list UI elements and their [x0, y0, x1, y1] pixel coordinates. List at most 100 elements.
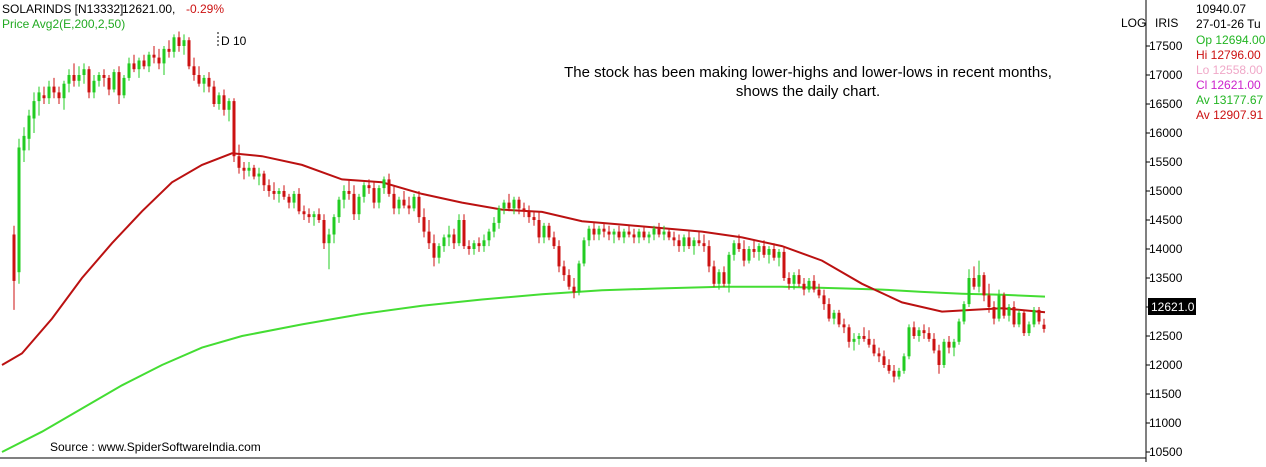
info-line: Lo 12558.00: [1196, 63, 1263, 77]
candle: [582, 237, 586, 267]
candle: [192, 57, 196, 81]
candle-body: [492, 222, 496, 232]
candle: [42, 86, 46, 104]
candle: [702, 234, 706, 252]
candle-body: [17, 147, 21, 273]
info-line: Av 13177.67: [1196, 93, 1263, 107]
candle-body: [502, 202, 506, 209]
candle-body: [637, 231, 641, 238]
candle: [877, 347, 881, 363]
candle: [722, 266, 726, 287]
candle: [252, 164, 256, 180]
candle-body: [807, 280, 811, 290]
candle: [612, 228, 616, 244]
candle-body: [37, 92, 41, 102]
candle: [972, 266, 976, 290]
candle-body: [307, 214, 311, 218]
candle-body: [622, 231, 626, 238]
candle: [257, 167, 261, 186]
candle: [467, 240, 471, 255]
candle: [882, 350, 886, 368]
candle-body: [907, 327, 911, 357]
candle-body: [172, 37, 176, 52]
candle: [597, 225, 601, 241]
candle-body: [447, 234, 451, 238]
candle-body: [992, 307, 996, 319]
candle-body: [677, 240, 681, 247]
candle-body: [612, 231, 616, 235]
candle: [442, 234, 446, 252]
candle: [707, 240, 711, 273]
candle-body: [782, 251, 786, 278]
candle-body: [1037, 309, 1041, 322]
candle: [422, 208, 426, 238]
candle: [962, 301, 966, 325]
y-tick-label: 14000: [1149, 242, 1183, 256]
candle: [557, 240, 561, 273]
candle-body: [332, 217, 336, 235]
candle-body: [707, 246, 711, 267]
candle: [787, 272, 791, 290]
candle: [432, 234, 436, 267]
y-tick-label: 17500: [1149, 39, 1183, 53]
candle: [567, 269, 571, 290]
candle-body: [427, 231, 431, 244]
candle: [452, 228, 456, 249]
candle-body: [752, 249, 756, 252]
candle-body: [402, 199, 406, 206]
candle: [747, 246, 751, 264]
y-tick-label: 13500: [1149, 271, 1183, 285]
candle-body: [667, 231, 671, 238]
candle-body: [377, 188, 381, 203]
candle: [632, 228, 636, 244]
candle: [12, 225, 16, 310]
candle-body: [1022, 312, 1026, 334]
symbol-label: SOLARINDS [N13332]: [2, 2, 123, 16]
candle: [232, 98, 236, 162]
candle-body: [72, 75, 76, 81]
candle: [327, 228, 331, 270]
candle-body: [77, 75, 81, 81]
candle-body: [877, 353, 881, 357]
candle: [887, 359, 891, 374]
y-tick-label: 12500: [1149, 329, 1183, 343]
candle: [822, 289, 826, 310]
candle-body: [47, 86, 51, 99]
annotation-line-2: shows the daily chart.: [736, 83, 880, 100]
candle-body: [1017, 312, 1021, 325]
candle-body: [392, 193, 396, 209]
info-date: 27-01-26 Tu: [1196, 17, 1261, 31]
candle: [37, 86, 41, 116]
candle: [67, 69, 71, 93]
y-tick-label: 14500: [1149, 213, 1183, 227]
candle-body: [887, 365, 891, 371]
candle-body: [567, 275, 571, 287]
y-tick-label: 17000: [1149, 68, 1183, 82]
candle-body: [192, 66, 196, 75]
candle: [197, 66, 201, 87]
candle: [142, 54, 146, 70]
candle: [207, 72, 211, 93]
candle: [857, 333, 861, 345]
candle-body: [882, 356, 886, 365]
candle-body: [457, 220, 461, 244]
candle-body: [257, 173, 261, 177]
candle: [397, 196, 401, 215]
candle: [332, 214, 336, 244]
candle: [342, 185, 346, 209]
candle: [542, 222, 546, 244]
candle-body: [202, 77, 206, 84]
candle: [637, 228, 641, 244]
candle: [237, 144, 241, 174]
candle: [537, 211, 541, 244]
candle-body: [512, 199, 516, 209]
log-button[interactable]: LOG: [1121, 16, 1146, 30]
candle: [82, 63, 86, 84]
candle: [307, 208, 311, 223]
candle: [272, 182, 276, 200]
iris-button[interactable]: IRIS: [1155, 16, 1178, 30]
candle: [627, 225, 631, 238]
candle-body: [137, 60, 141, 70]
candle: [112, 69, 116, 93]
